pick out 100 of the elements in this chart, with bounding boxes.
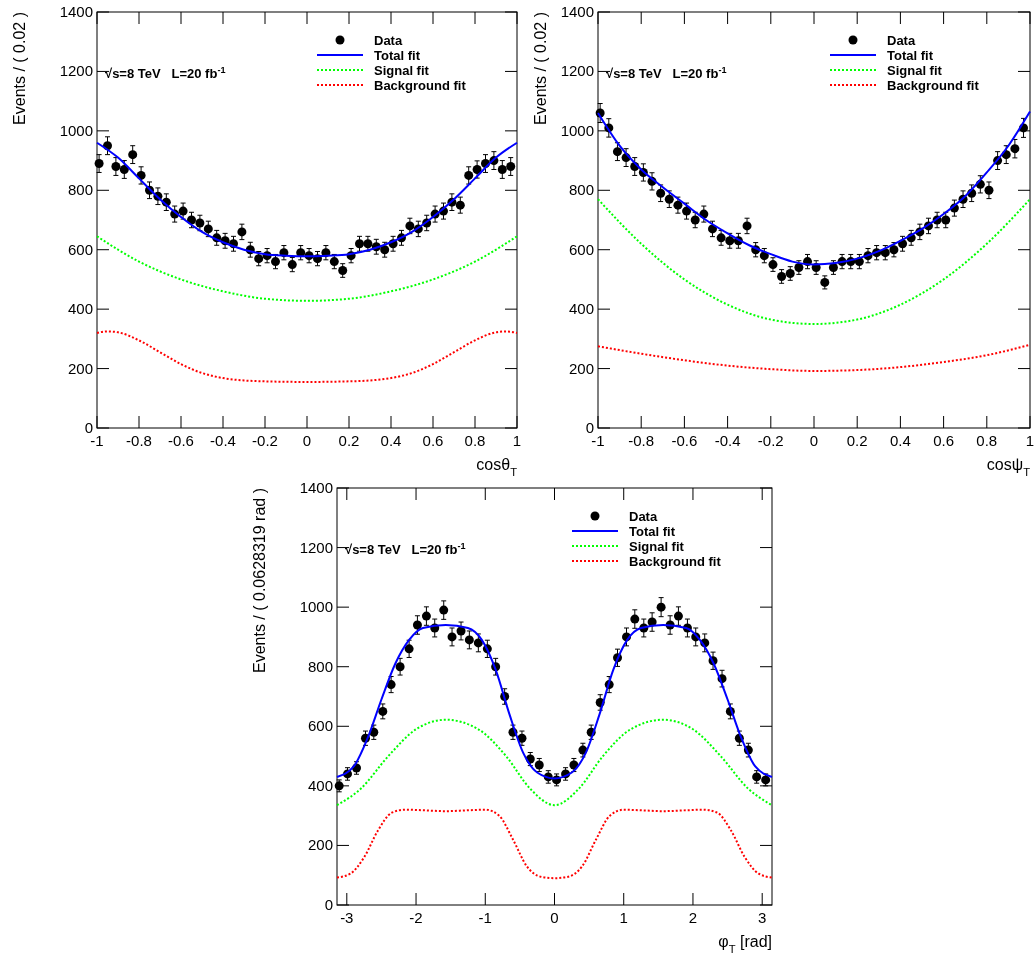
x-tick-label: -3 <box>340 909 354 926</box>
point <box>1010 144 1020 154</box>
y-tick-label: 200 <box>568 359 594 377</box>
y-tick-label: 1400 <box>299 479 333 496</box>
point <box>664 194 674 204</box>
point <box>405 221 415 231</box>
y-tick-label: 0 <box>84 419 93 436</box>
point <box>237 227 247 237</box>
legend-label: Data <box>374 33 403 48</box>
x-tick-label: 0.2 <box>846 432 868 449</box>
x-tick-label: -1 <box>478 909 492 926</box>
point <box>506 162 516 172</box>
x-tick-label: -0.8 <box>126 432 152 449</box>
point <box>630 614 640 624</box>
point <box>412 620 422 630</box>
legend-label: Data <box>629 509 658 524</box>
point <box>421 611 431 621</box>
y-tick-label: 1400 <box>560 3 594 20</box>
line-series <box>597 198 1031 325</box>
point <box>464 635 474 645</box>
point <box>178 206 188 216</box>
legend-label: Total fit <box>629 524 676 539</box>
x-tick-label: 0.6 <box>422 432 444 449</box>
legend-label: Signal fit <box>887 63 943 78</box>
point <box>473 638 483 648</box>
point <box>355 239 364 249</box>
y-tick-label: 800 <box>67 181 93 199</box>
x-axis-title: cosψ$_{T}$ <box>986 456 1031 478</box>
point <box>439 605 449 615</box>
x-tick-label: -0.4 <box>714 432 741 449</box>
x-tick-label: 0.8 <box>464 432 486 449</box>
x-tick-label: -0.2 <box>757 432 784 449</box>
line-series <box>336 808 773 880</box>
x-tick-label: 3 <box>758 909 767 926</box>
point <box>716 233 726 243</box>
point <box>941 215 951 225</box>
point <box>119 164 129 174</box>
point <box>363 239 373 249</box>
point <box>725 236 735 246</box>
y-tick-label: 1000 <box>560 121 594 139</box>
x-tick-label: -0.8 <box>628 432 655 449</box>
y-tick-label: 200 <box>307 836 333 854</box>
line-series <box>96 235 518 302</box>
y-tick-label: 400 <box>307 776 333 794</box>
point <box>287 260 297 270</box>
legend-label: Signal fit <box>629 539 685 554</box>
point <box>254 254 264 264</box>
x-tick-label: -0.6 <box>671 432 698 449</box>
point <box>820 277 830 287</box>
y-tick-label: 400 <box>568 300 594 318</box>
point <box>334 781 344 791</box>
y-tick-label: 400 <box>67 300 93 318</box>
point <box>785 268 795 278</box>
y-tick-label: 800 <box>568 181 594 199</box>
y-tick-label: 800 <box>307 657 333 675</box>
point <box>404 644 414 654</box>
x-tick-label: 0.6 <box>933 432 955 449</box>
line-series <box>597 343 1031 372</box>
point <box>395 662 405 672</box>
point <box>128 150 138 160</box>
point <box>794 263 804 273</box>
y-axis-title: Events / ( 0.02 ) <box>11 12 28 125</box>
x-tick-label: -0.2 <box>252 432 278 449</box>
y-tick-label: 600 <box>67 240 93 258</box>
point <box>690 215 700 225</box>
y-tick-label: 1400 <box>59 3 93 20</box>
point <box>984 185 994 195</box>
legend-label: Signal fit <box>374 63 430 78</box>
legend-label: Background fit <box>887 78 980 93</box>
point <box>889 245 899 255</box>
point <box>455 200 465 210</box>
point <box>497 164 507 174</box>
x-tick-label: 0.4 <box>380 432 402 449</box>
line-series <box>96 330 518 383</box>
x-tick-label: 0 <box>809 432 819 449</box>
x-axis-title: φ$_{T}$ [rad] <box>718 933 772 955</box>
point <box>380 245 390 255</box>
x-tick-label: -1 <box>90 432 104 449</box>
point <box>111 162 121 172</box>
point <box>195 218 205 228</box>
annotation: √s=8 TeV L=20 fb$^{-1}$ <box>606 65 727 81</box>
y-tick-label: 1000 <box>59 121 93 139</box>
x-tick-label: 2 <box>688 909 698 926</box>
y-axis-title: Events / ( 0.02 ) <box>532 12 549 125</box>
x-tick-label: 1 <box>512 432 522 449</box>
y-axis-title: Events / ( 0.0628319 rad ) <box>251 488 268 673</box>
point <box>329 257 339 267</box>
legend-label: Background fit <box>374 78 467 93</box>
point <box>828 263 838 273</box>
point <box>656 188 666 198</box>
y-tick-label: 0 <box>324 896 333 913</box>
y-tick-label: 200 <box>67 359 93 377</box>
legend-label: Background fit <box>629 554 722 569</box>
point <box>742 221 752 231</box>
point <box>203 224 213 234</box>
x-tick-label: 1 <box>619 909 628 926</box>
point <box>378 706 388 716</box>
line-series <box>336 718 773 807</box>
x-tick-label: -0.6 <box>168 432 194 449</box>
x-tick-label: -1 <box>591 432 605 449</box>
